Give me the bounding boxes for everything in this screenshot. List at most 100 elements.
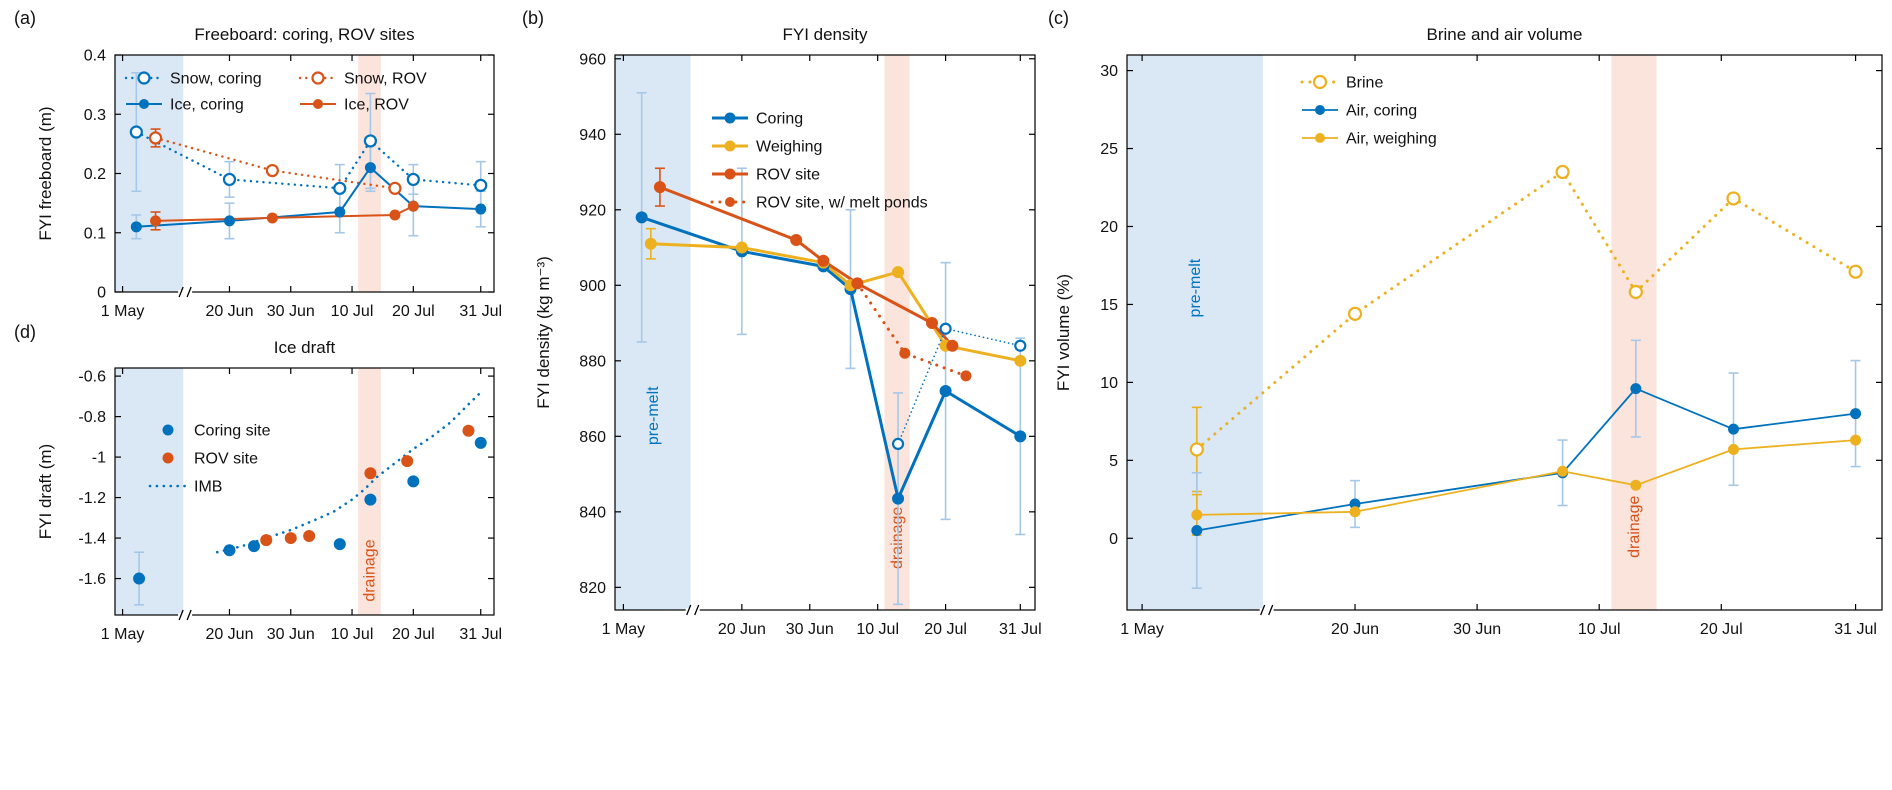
x-tick-label: 31 Jul <box>1834 621 1877 638</box>
legend-label: Coring site <box>194 423 271 440</box>
x-tick-label: 20 Jul <box>1700 621 1743 638</box>
data-point <box>265 163 279 178</box>
y-tick-label: -0.8 <box>78 409 106 426</box>
data-point <box>1189 442 1204 457</box>
y-axis-label: FYI draft (m) <box>36 444 55 539</box>
series-line <box>1196 387 1856 532</box>
data-point <box>891 437 905 450</box>
data-point <box>407 475 420 488</box>
series-line <box>650 242 1021 363</box>
data-point <box>899 347 911 359</box>
panel-letter: (c) <box>1048 8 1069 28</box>
y-tick-label: -1.2 <box>78 490 106 507</box>
panel-letter: (b) <box>522 8 544 28</box>
panel-letter: (d) <box>14 322 36 342</box>
data-point <box>817 254 830 267</box>
data-point <box>407 200 419 212</box>
x-tick-label: 10 Jul <box>331 303 374 320</box>
data-point <box>462 424 475 437</box>
panel-letter: (a) <box>14 8 36 28</box>
y-axis-label: FYI freeboard (m) <box>36 106 55 240</box>
x-tick-label: 1 May <box>1120 621 1164 638</box>
axis-break-icon <box>186 286 192 298</box>
data-point <box>1727 443 1739 455</box>
legend-marker <box>724 140 736 152</box>
panel-c-brine-air-chart: pre-melt drainage 1 May 20 Jun 30 Jun 10 Jul 2… <box>1048 8 1883 638</box>
data-point <box>266 212 278 224</box>
data-point <box>401 455 414 468</box>
legend-label: Ice, ROV <box>344 97 409 114</box>
axis-break-icon <box>178 609 184 621</box>
y-tick-label: 0.1 <box>84 225 106 242</box>
y-tick-label: 840 <box>579 504 606 521</box>
legend-label: Coring <box>756 111 803 128</box>
axis-break-gap <box>178 613 193 617</box>
data-point <box>735 241 748 254</box>
legend-label: Snow, ROV <box>344 71 427 88</box>
y-tick-label: 940 <box>579 127 606 144</box>
shaded-band <box>358 55 381 292</box>
x-tick-label: 30 Jun <box>267 626 315 643</box>
shaded-band <box>115 368 184 615</box>
data-point <box>644 237 657 250</box>
y-tick-label: 0.4 <box>84 48 106 65</box>
plot-box <box>614 54 1036 611</box>
axis-break-icon <box>1260 604 1266 616</box>
data-point <box>475 203 487 215</box>
x-tick-label: 31 Jul <box>459 626 502 643</box>
band-label-pre-melt: pre-melt <box>645 386 662 445</box>
x-tick-label: 1 May <box>101 626 145 643</box>
data-point <box>406 172 420 187</box>
y-tick-label: -0.6 <box>78 369 106 386</box>
x-tick-label: 30 Jun <box>786 621 834 638</box>
legend-label: Weighing <box>756 139 822 156</box>
y-tick-label: 0.2 <box>84 166 106 183</box>
data-point <box>926 317 939 330</box>
legend-marker <box>1312 74 1328 90</box>
y-tick-label: 0.3 <box>84 107 106 124</box>
data-point <box>1850 408 1862 420</box>
pre-melt-band <box>615 55 691 610</box>
data-point <box>946 339 959 352</box>
axis-break-icon <box>686 604 692 616</box>
data-point <box>333 181 347 195</box>
axis-break-gap <box>1259 608 1274 612</box>
chart-title: FYI density <box>782 25 868 44</box>
x-tick-label: 20 Jun <box>718 621 766 638</box>
series-line <box>136 166 481 228</box>
y-tick-label: 10 <box>1100 375 1118 392</box>
data-point <box>388 181 402 195</box>
legend-label: ROV site <box>194 451 258 468</box>
x-tick-label: 20 Jul <box>924 621 967 638</box>
drainage-band <box>358 368 381 615</box>
legend-marker <box>313 99 323 109</box>
data-point <box>1191 524 1203 536</box>
legend-marker <box>1315 105 1325 115</box>
data-point <box>939 322 952 335</box>
data-point <box>1848 264 1863 279</box>
shaded-band <box>115 55 184 292</box>
data-point <box>1191 509 1203 521</box>
legend-label: Ice, coring <box>170 97 244 114</box>
y-tick-label: -1.6 <box>78 571 106 588</box>
y-tick-label: 0 <box>1109 531 1118 548</box>
drainage-band <box>1611 55 1657 610</box>
data-point <box>635 211 648 224</box>
legend-marker <box>139 99 149 109</box>
x-tick-label: 20 Jun <box>205 303 253 320</box>
series-line <box>155 205 414 222</box>
data-point <box>133 572 146 585</box>
y-axis-label: FYI volume (%) <box>1054 274 1073 391</box>
axis-break-icon <box>1268 604 1274 616</box>
data-point <box>1850 434 1862 446</box>
legend-label: Snow, coring <box>170 71 262 88</box>
series-line <box>135 130 482 190</box>
y-tick-label: 20 <box>1100 219 1118 236</box>
x-tick-label: 31 Jul <box>459 303 502 320</box>
legend-marker <box>725 197 735 207</box>
data-point <box>1557 465 1569 477</box>
panel-d-ice-draft-chart: drainage 1 May 20 Jun 30 Jun 10 Jul 20 Jul 31 … <box>14 322 502 643</box>
axis-break-gap <box>178 290 193 294</box>
y-tick-label: 25 <box>1100 141 1118 158</box>
